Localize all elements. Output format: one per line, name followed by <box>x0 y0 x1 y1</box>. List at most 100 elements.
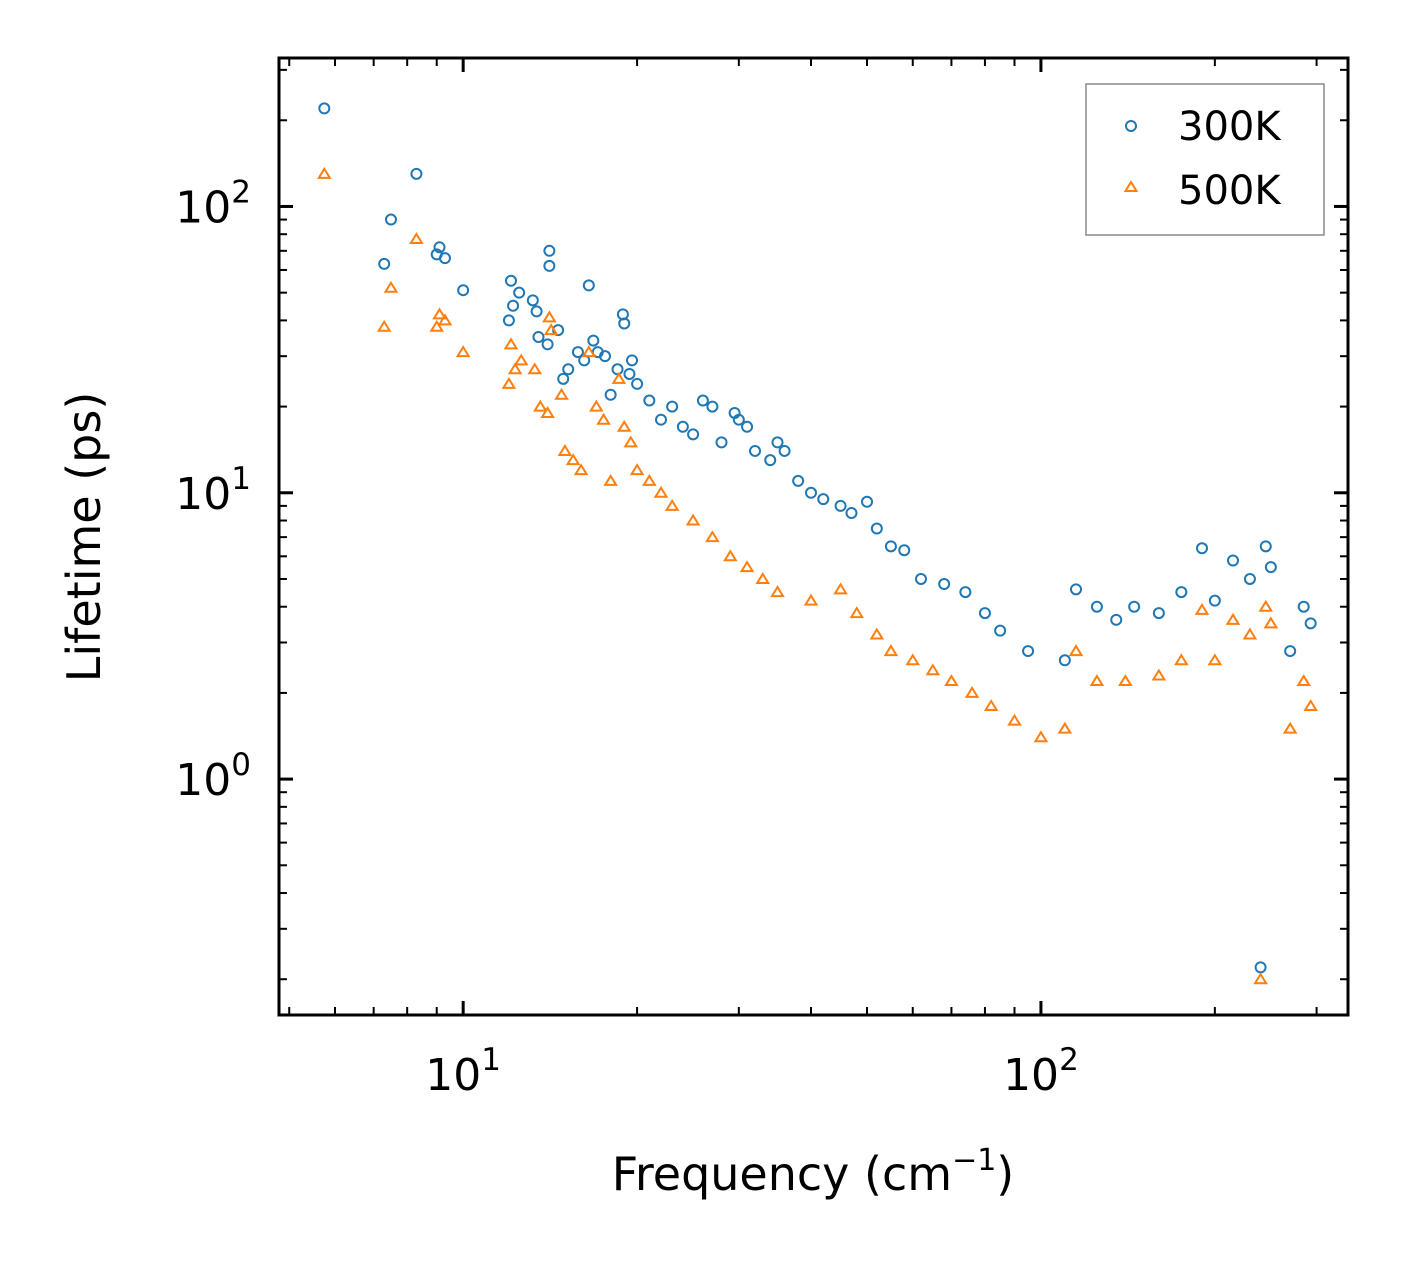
point-500k-59 <box>1242 627 1258 640</box>
point-300k-10 <box>507 299 520 312</box>
point-300k-72 <box>1208 594 1221 607</box>
point-300k-63 <box>1022 645 1035 658</box>
point-300k-66 <box>1090 600 1103 613</box>
point-300k-57 <box>898 544 911 557</box>
point-500k-38 <box>803 593 819 606</box>
point-500k-12 <box>527 362 543 375</box>
point-300k-26 <box>599 350 612 363</box>
point-500k-45 <box>944 674 959 687</box>
point-500k-34 <box>723 549 738 562</box>
point-300k-17 <box>543 244 556 257</box>
point-500k-43 <box>905 653 921 666</box>
point-500k-15 <box>542 310 557 323</box>
point-500k-44 <box>925 663 941 676</box>
point-300k-80 <box>1304 617 1317 630</box>
point-300k-45 <box>749 444 762 457</box>
y-tick-label-100: 102 <box>175 174 251 233</box>
point-300k-56 <box>884 540 897 553</box>
point-500k-21 <box>581 345 597 358</box>
legend-label-300k: 300K <box>1178 104 1282 150</box>
point-300k-79 <box>1297 600 1310 613</box>
point-300k-11 <box>513 286 526 299</box>
point-300k-69 <box>1152 607 1165 620</box>
point-300k-20 <box>562 363 575 376</box>
legend-box <box>1085 83 1325 236</box>
point-300k-39 <box>696 394 709 407</box>
point-300k-70 <box>1175 586 1188 599</box>
point-300k-78 <box>1284 645 1297 658</box>
point-300k-73 <box>1227 554 1240 567</box>
tick-labels: 101 102 100 101 102 <box>175 174 1079 1101</box>
legend-label-500k: 500K <box>1178 168 1282 214</box>
point-300k-65 <box>1069 583 1082 596</box>
point-500k-1 <box>376 319 392 332</box>
point-300k-49 <box>792 474 805 487</box>
point-500k-35 <box>739 560 755 573</box>
point-300k-44 <box>741 420 754 433</box>
point-300k-52 <box>834 499 847 512</box>
data-markers <box>317 102 1318 985</box>
point-300k-47 <box>771 436 784 449</box>
point-300k-77 <box>1264 561 1277 574</box>
legend: 300K 500K <box>1085 83 1325 236</box>
point-500k-54 <box>1151 668 1167 681</box>
point-500k-39 <box>833 582 848 595</box>
point-500k-11 <box>513 353 529 366</box>
point-300k-38 <box>687 428 700 441</box>
point-500k-49 <box>1033 730 1049 743</box>
point-300k-51 <box>817 493 830 506</box>
point-300k-21 <box>571 346 584 359</box>
point-500k-23 <box>596 412 611 425</box>
point-300k-9 <box>504 274 517 287</box>
point-300k-23 <box>582 279 595 292</box>
point-300k-7 <box>457 284 470 297</box>
point-300k-64 <box>1058 654 1071 667</box>
point-300k-43 <box>732 413 745 426</box>
point-300k-34 <box>643 394 656 407</box>
point-300k-60 <box>959 586 972 599</box>
point-500k-25 <box>611 371 627 384</box>
point-500k-62 <box>1263 616 1279 629</box>
point-500k-28 <box>629 463 645 476</box>
point-300k-1 <box>378 257 391 270</box>
point-300k-35 <box>655 413 668 426</box>
point-300k-33 <box>631 377 644 390</box>
point-300k-46 <box>764 454 777 467</box>
point-300k-67 <box>1110 613 1123 626</box>
x-tick-label-10: 101 <box>425 1042 501 1101</box>
point-500k-6 <box>437 313 453 326</box>
point-500k-60 <box>1253 972 1268 985</box>
y-tick-label-10: 101 <box>175 461 251 520</box>
point-500k-9 <box>503 337 519 350</box>
point-500k-7 <box>455 345 471 358</box>
point-500k-50 <box>1057 721 1073 734</box>
point-300k-14 <box>532 331 545 344</box>
point-300k-31 <box>623 367 636 380</box>
point-300k-32 <box>626 354 639 367</box>
point-300k-74 <box>1243 572 1256 585</box>
point-300k-5 <box>433 241 446 254</box>
point-500k-26 <box>616 419 632 432</box>
point-500k-18 <box>557 444 573 456</box>
x-tick-label-100: 102 <box>1003 1042 1079 1101</box>
point-300k-0 <box>318 102 331 115</box>
point-500k-33 <box>705 530 720 543</box>
point-500k-63 <box>1282 721 1298 734</box>
point-300k-41 <box>715 436 728 449</box>
point-500k-58 <box>1225 612 1241 625</box>
point-500k-57 <box>1207 653 1223 666</box>
point-500k-22 <box>589 399 604 412</box>
point-500k-32 <box>685 513 701 526</box>
y-axis-label: Lifetime (ps) <box>57 392 111 683</box>
x-axis-label: Frequency (cm−1) <box>612 1143 1015 1201</box>
point-500k-64 <box>1296 674 1312 687</box>
point-500k-30 <box>653 485 669 498</box>
point-500k-16 <box>543 323 559 336</box>
point-500k-27 <box>623 435 639 448</box>
point-500k-8 <box>501 377 517 389</box>
point-300k-48 <box>778 444 791 457</box>
point-300k-2 <box>384 213 397 226</box>
point-300k-27 <box>604 388 617 401</box>
point-500k-19 <box>565 453 581 466</box>
